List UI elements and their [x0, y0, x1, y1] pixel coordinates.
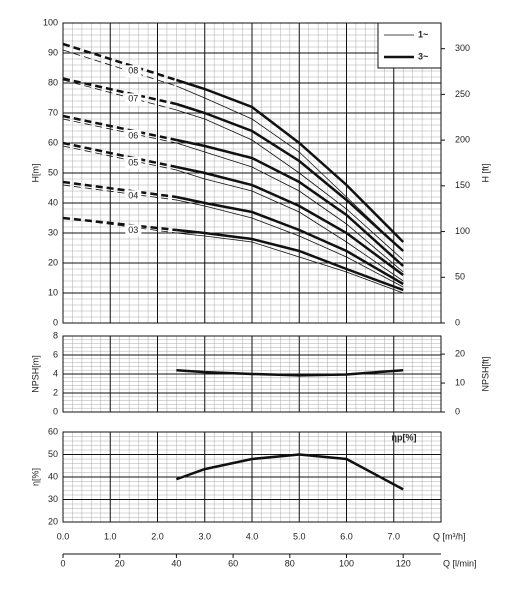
- curve-label: 08: [128, 66, 138, 76]
- curve: [176, 109, 404, 261]
- legend-label: 3~: [418, 51, 428, 61]
- label-bg: [125, 224, 142, 237]
- y2-tick-label: 250: [455, 89, 470, 99]
- y-tick-label: 20: [48, 257, 58, 267]
- y-tick-label: 30: [48, 494, 58, 504]
- y2-tick-label: 200: [455, 134, 470, 144]
- x-tick-label: 0.0: [57, 531, 70, 541]
- curve-dashed: [62, 114, 177, 142]
- curve-dashed: [62, 217, 177, 234]
- y-axis-label: H[m]: [30, 164, 40, 183]
- curve-label: 05: [128, 157, 138, 167]
- y2-tick-label: 0: [455, 406, 460, 416]
- curve-dashed: [62, 216, 177, 232]
- y2-tick-label: 20: [455, 348, 465, 358]
- y-tick-label: 20: [48, 516, 58, 526]
- legend-label: 1~: [418, 29, 428, 39]
- curve-dashed: [62, 118, 177, 144]
- x-tick-label: 6.0: [340, 531, 353, 541]
- y-tick-label: 50: [48, 449, 58, 459]
- curve: [176, 195, 404, 286]
- y2-tick-label: 100: [455, 226, 470, 236]
- curve: [176, 199, 404, 288]
- x2-tick-label: 40: [171, 558, 181, 568]
- y-tick-label: 100: [43, 17, 58, 27]
- x2-tick-label: 60: [228, 558, 238, 568]
- legend-box: [377, 22, 442, 69]
- y-tick-label: 90: [48, 47, 58, 57]
- x-tick-label: 1.0: [104, 531, 117, 541]
- x-tick-label: 3.0: [198, 531, 211, 541]
- curve-dashed: [62, 42, 177, 82]
- y2-tick-label: 150: [455, 180, 470, 190]
- y2-tick-label: 0: [455, 317, 460, 327]
- x2-tick-label: 100: [339, 558, 354, 568]
- curve: [175, 453, 404, 491]
- y-tick-label: 8: [53, 330, 58, 340]
- y-tick-label: 70: [48, 107, 58, 117]
- y-tick-label: 6: [53, 349, 58, 359]
- y2-axis-label: H [ft]: [480, 163, 490, 182]
- curve-dashed: [62, 49, 177, 87]
- y-tick-label: 60: [48, 137, 58, 147]
- x2-tick-label: 0: [60, 558, 65, 568]
- y-tick-label: 50: [48, 167, 58, 177]
- y2-tick-label: 300: [455, 43, 470, 53]
- curve: [176, 165, 404, 277]
- x2-axis-label: Q [l/min]: [443, 558, 477, 568]
- curve-dashed: [62, 180, 177, 199]
- label-bg: [125, 65, 142, 78]
- y2-tick-label: 10: [455, 377, 465, 387]
- curve-label: 04: [128, 191, 138, 201]
- curve-dashed: [62, 184, 177, 201]
- curve-dashed: [62, 79, 177, 111]
- curve: [176, 102, 405, 252]
- annotation: ηp[%]: [392, 432, 417, 442]
- curve: [176, 232, 404, 294]
- y-tick-label: 80: [48, 77, 58, 87]
- label-bg: [125, 190, 142, 203]
- curve-dashed: [62, 77, 177, 106]
- x-tick-label: 2.0: [151, 531, 164, 541]
- curve-dashed: [62, 141, 177, 169]
- x-tick-label: 7.0: [387, 531, 400, 541]
- curve: [176, 78, 405, 243]
- y-axis-label: η[%]: [30, 468, 40, 486]
- x2-tick-label: 120: [396, 558, 411, 568]
- y-tick-label: 40: [48, 471, 58, 481]
- curve-label: 03: [128, 225, 138, 235]
- curve: [176, 228, 404, 292]
- x2-tick-label: 20: [115, 558, 125, 568]
- x-axis-label: Q [m³/h]: [433, 531, 466, 541]
- plot-frame: [62, 431, 442, 523]
- curve-label: 06: [128, 130, 138, 140]
- curve: [176, 85, 404, 252]
- plot-frame: [62, 335, 442, 413]
- y-tick-label: 0: [53, 406, 58, 416]
- label-bg: [125, 93, 142, 106]
- curve-dashed: [62, 145, 177, 171]
- x2-tick-label: 80: [285, 558, 295, 568]
- x-tick-label: 5.0: [293, 531, 306, 541]
- x-tick-label: 4.0: [246, 531, 259, 541]
- plot-frame: [62, 22, 442, 324]
- curve: [176, 138, 405, 267]
- y2-tick-label: 50: [455, 272, 465, 282]
- y2-axis-label: NPSH[ft]: [480, 356, 490, 391]
- y-tick-label: 2: [53, 387, 58, 397]
- curve: [176, 169, 404, 282]
- curve: [176, 142, 404, 273]
- y-tick-label: 60: [48, 426, 58, 436]
- y-tick-label: 10: [48, 287, 58, 297]
- y-tick-label: 0: [53, 317, 58, 327]
- label-bg: [125, 156, 142, 169]
- y-tick-label: 30: [48, 227, 58, 237]
- y-axis-label: NPSH[m]: [30, 355, 40, 393]
- label-bg: [125, 129, 142, 142]
- y-tick-label: 4: [53, 368, 58, 378]
- y-tick-label: 40: [48, 197, 58, 207]
- curve: [176, 368, 404, 377]
- curve-label: 07: [128, 94, 138, 104]
